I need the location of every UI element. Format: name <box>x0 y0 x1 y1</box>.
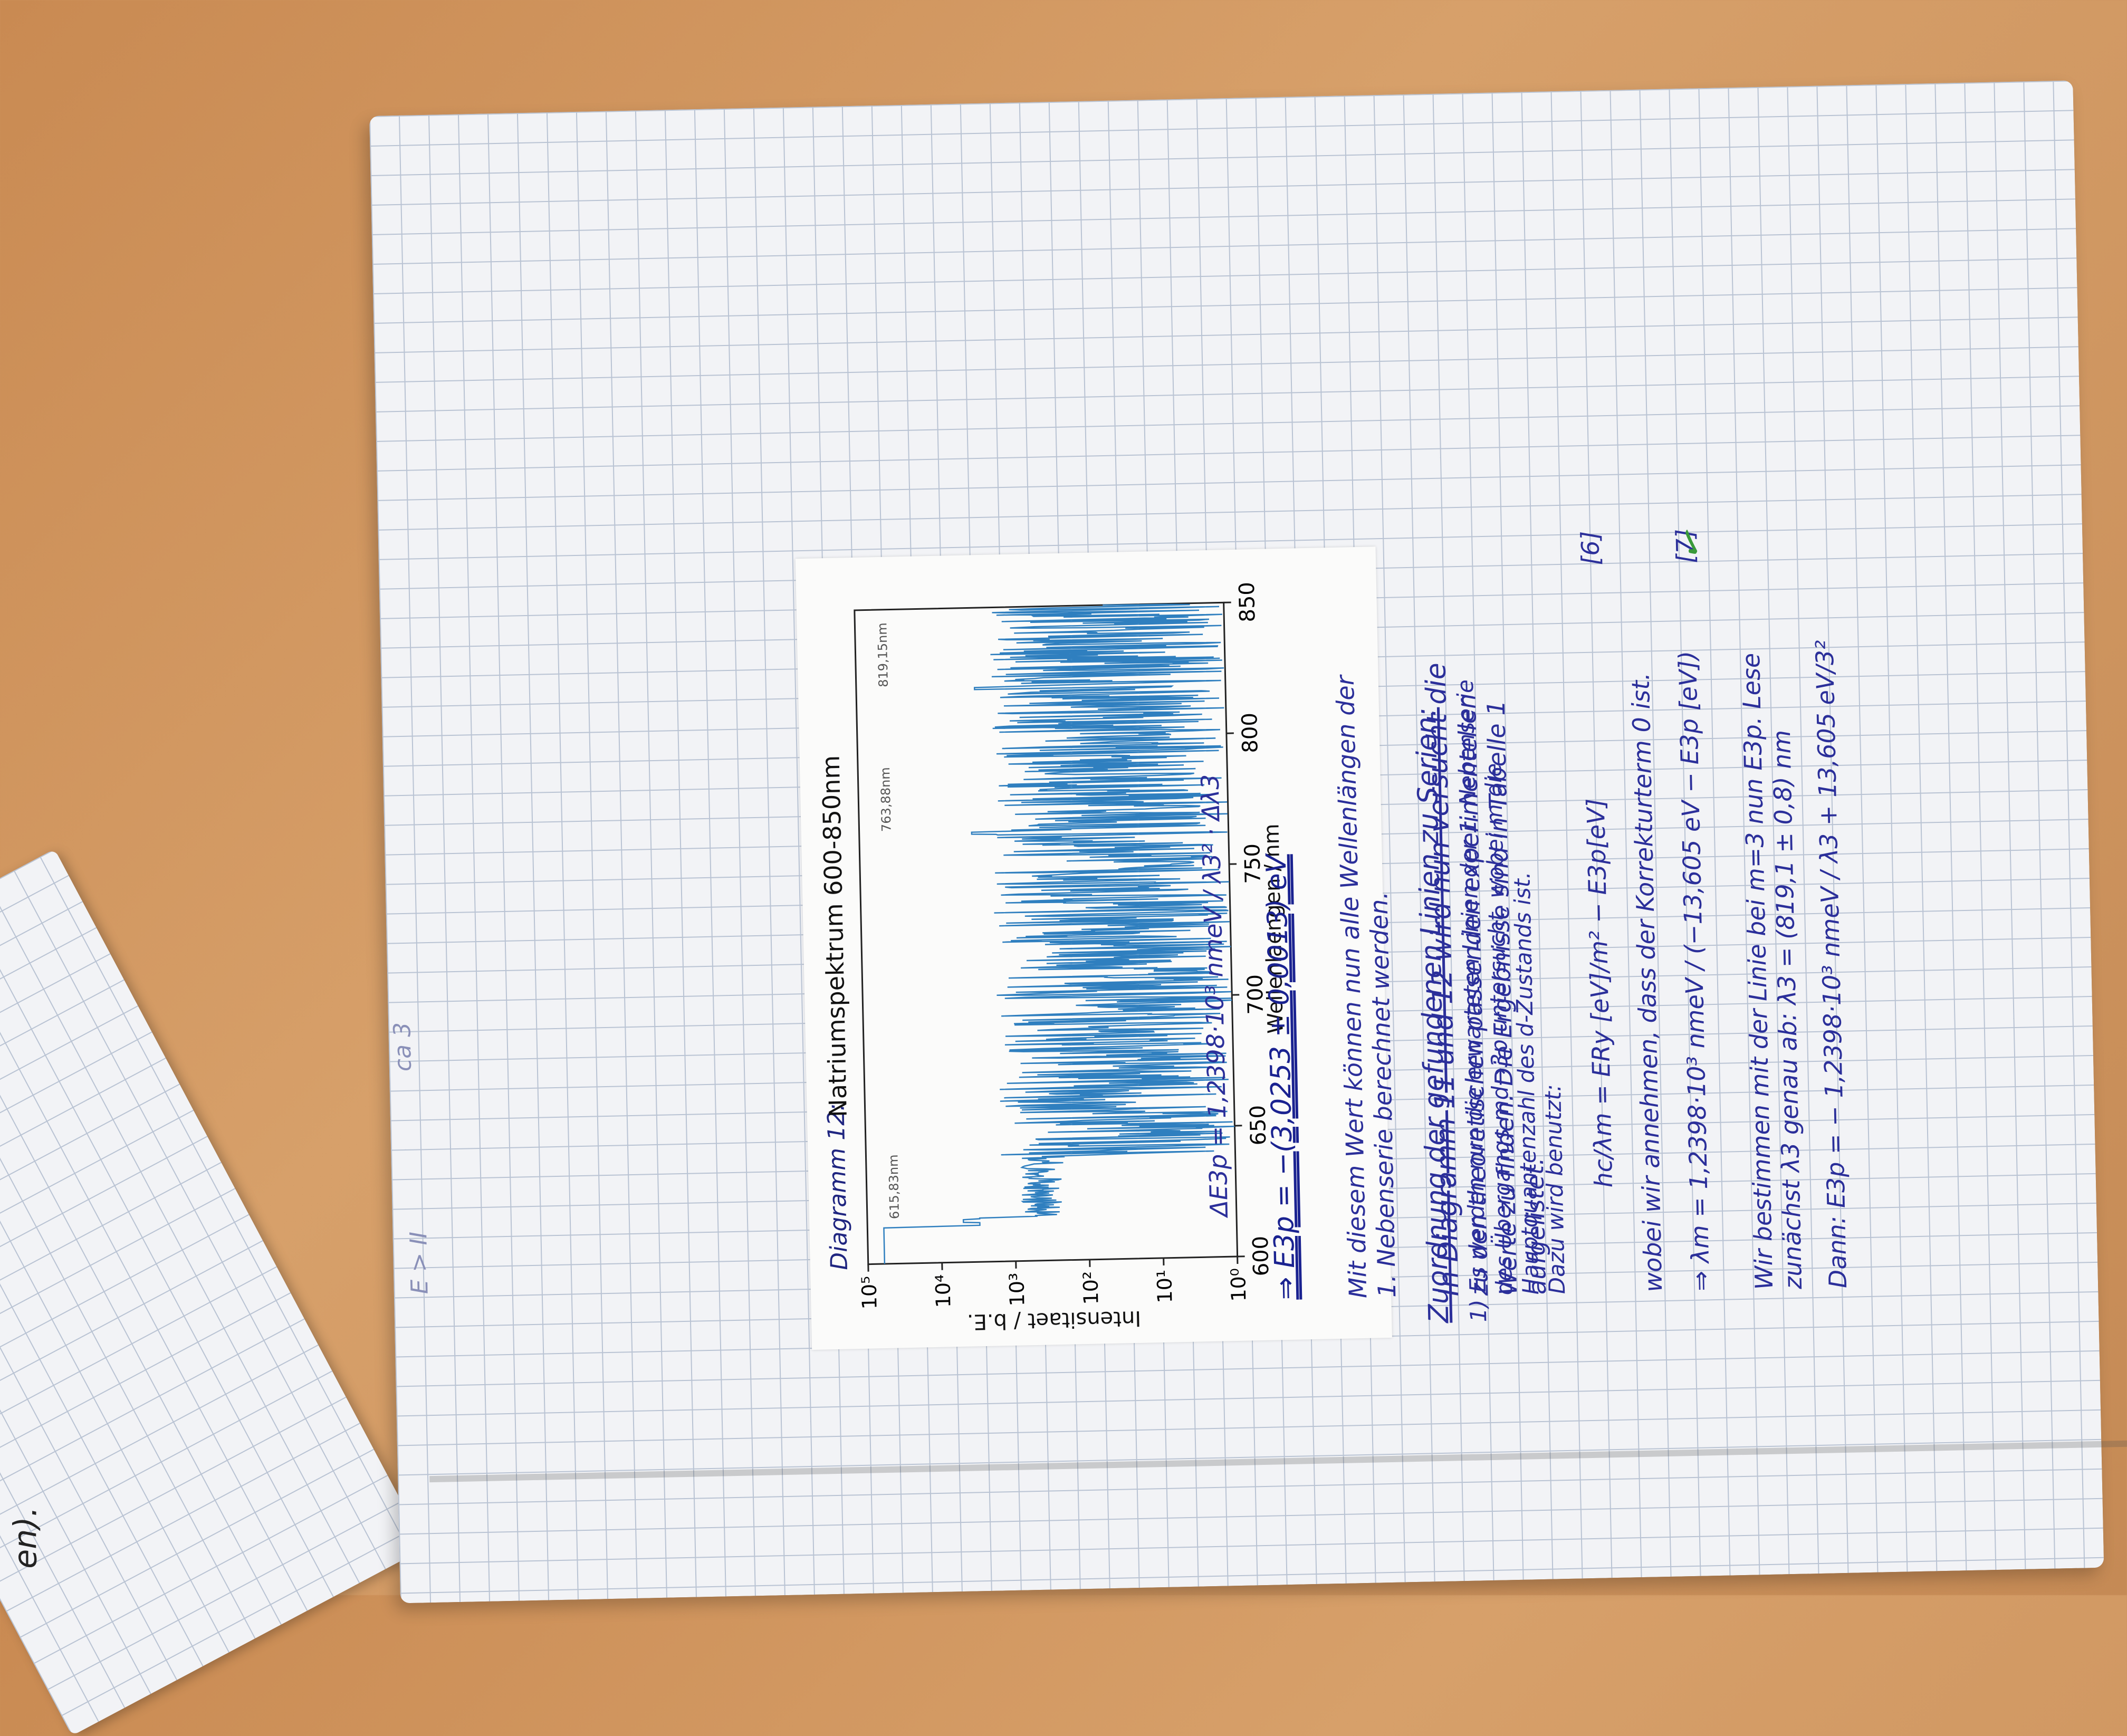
peak-annotation: 615,83nm <box>886 1154 902 1219</box>
rotated-page-content-lower: ΔE3p = 1,2398·10³ nmeV / λ3² · Δλ3 ⇒ E3p… <box>1173 171 1777 1344</box>
peak-annotation: 763,88nm <box>878 767 894 832</box>
equation-dann: Dann: E3p = − 1,2398·10³ nmeV / λ3 + 13,… <box>1810 640 1852 1289</box>
y-axis-label: Intensitaet / b.E. <box>967 1306 1142 1334</box>
para5-line4: aufgelistet. <box>1520 1157 1551 1295</box>
y-tick-label: 10⁴ <box>931 1274 955 1308</box>
y-tick-label: 10² <box>1079 1271 1103 1305</box>
notebook-spine <box>429 1441 2127 1482</box>
spectrum-line <box>871 602 1238 1264</box>
annotations-group: 615,83nm 763,88nm 819,15nm <box>875 622 902 1219</box>
y-tick-label: 10³ <box>1005 1272 1029 1307</box>
series-group <box>871 602 1238 1264</box>
result-equation: ⇒ E3p = −(3,0253 ± 0,0013) eV <box>1261 854 1302 1300</box>
y-tick-label: 10⁵ <box>857 1275 881 1310</box>
peak-annotation: 819,15nm <box>875 622 891 687</box>
equation-delta: ΔE3p = 1,2398·10³ nmeV / λ3² · Δλ3 <box>1195 774 1233 1217</box>
margin-mark-1: E > II <box>405 1231 433 1294</box>
corner-text: en). <box>7 1507 44 1568</box>
background-notebook <box>0 849 426 1735</box>
margin-mark-2: ca 3 <box>389 1022 417 1071</box>
y-tick-label: 10¹ <box>1153 1269 1176 1303</box>
diagram-label: Diagramm 12: <box>822 1103 853 1271</box>
